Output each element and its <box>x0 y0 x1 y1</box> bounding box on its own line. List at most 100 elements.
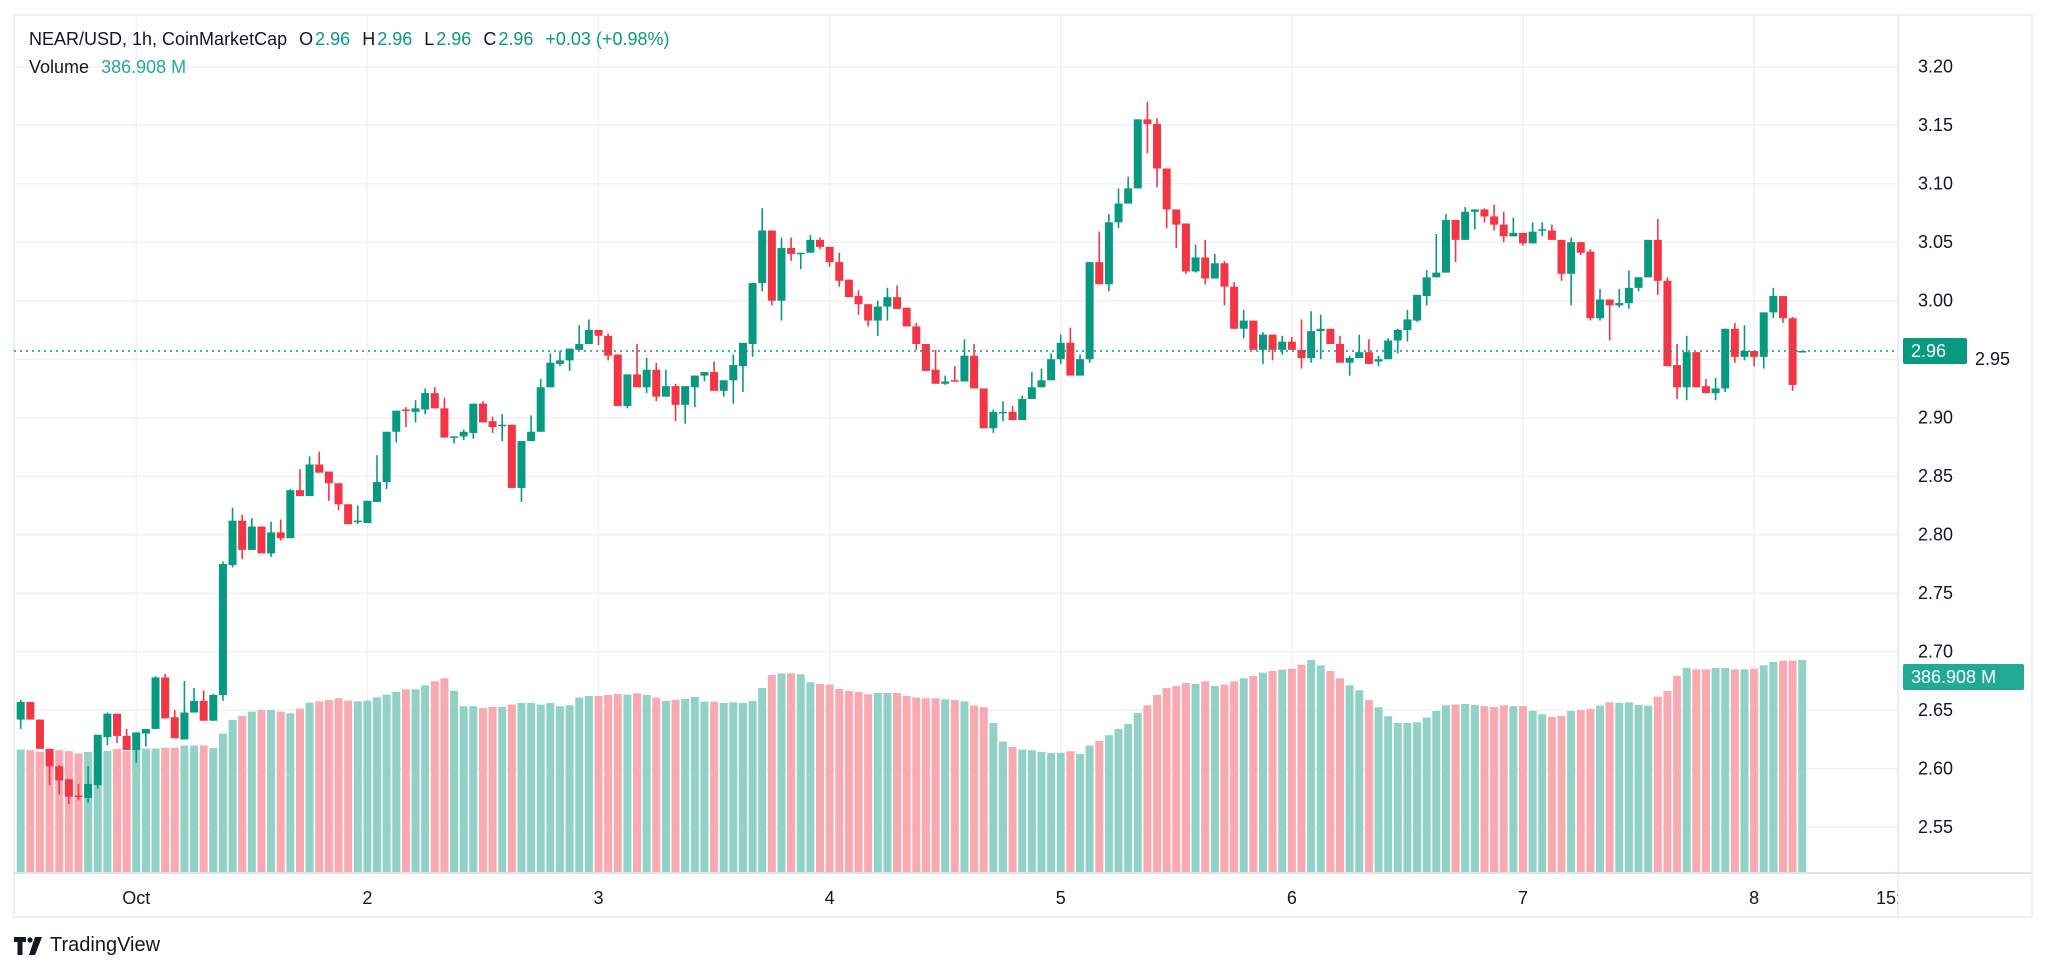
candle[interactable] <box>459 429 468 440</box>
candle[interactable] <box>1278 335 1287 355</box>
candle[interactable] <box>401 407 410 428</box>
candle[interactable] <box>1730 322 1739 363</box>
candle[interactable] <box>1673 343 1682 399</box>
candle[interactable] <box>1528 222 1537 244</box>
candle[interactable] <box>546 353 555 388</box>
candle[interactable] <box>950 366 959 382</box>
candle[interactable] <box>1172 209 1181 249</box>
candle[interactable] <box>1480 208 1489 223</box>
candle[interactable] <box>1509 217 1518 237</box>
candle[interactable] <box>1364 339 1373 364</box>
candle[interactable] <box>478 401 487 423</box>
candle[interactable] <box>1422 270 1431 306</box>
candle[interactable] <box>652 362 661 402</box>
candle[interactable] <box>16 699 25 729</box>
candle[interactable] <box>286 489 295 539</box>
candle[interactable] <box>912 322 921 350</box>
candle[interactable] <box>1143 101 1152 154</box>
candle[interactable] <box>1538 222 1547 237</box>
candle[interactable] <box>64 779 73 804</box>
candle[interactable] <box>1615 289 1624 308</box>
candle[interactable] <box>1576 242 1585 256</box>
candle[interactable] <box>1644 239 1653 278</box>
candle[interactable] <box>1490 204 1499 231</box>
candle[interactable] <box>35 719 44 749</box>
candle[interactable] <box>382 431 391 490</box>
candle[interactable] <box>218 561 227 701</box>
candle[interactable] <box>45 748 54 786</box>
candle[interactable] <box>1374 355 1383 367</box>
candle[interactable] <box>1345 355 1354 376</box>
candle[interactable] <box>209 693 218 721</box>
candle[interactable] <box>1220 260 1229 306</box>
candle[interactable] <box>1441 214 1450 273</box>
candle[interactable] <box>787 237 796 261</box>
candle[interactable] <box>1239 310 1248 339</box>
candle[interactable] <box>324 471 333 501</box>
candle[interactable] <box>305 456 314 497</box>
candle[interactable] <box>1653 218 1662 295</box>
candle[interactable] <box>1027 372 1036 399</box>
candle[interactable] <box>55 765 64 795</box>
candle[interactable] <box>1287 336 1296 350</box>
candle[interactable] <box>835 252 844 287</box>
candle[interactable] <box>1076 354 1084 376</box>
candle[interactable] <box>681 386 690 424</box>
candle[interactable] <box>247 518 256 550</box>
candle[interactable] <box>26 702 35 720</box>
candle[interactable] <box>1316 314 1325 360</box>
candle[interactable] <box>700 372 709 382</box>
candle[interactable] <box>488 416 497 433</box>
candle[interactable] <box>671 383 680 422</box>
candle[interactable] <box>1249 320 1258 350</box>
candle[interactable] <box>1124 176 1133 204</box>
candle[interactable] <box>267 521 276 557</box>
candle[interactable] <box>1104 214 1113 292</box>
candle[interactable] <box>844 279 853 298</box>
candle[interactable] <box>767 230 776 306</box>
candle[interactable] <box>796 252 805 270</box>
candle[interactable] <box>902 307 911 327</box>
candle[interactable] <box>151 676 160 729</box>
candle[interactable] <box>1769 287 1778 319</box>
candle[interactable] <box>527 415 536 442</box>
candle[interactable] <box>584 319 593 344</box>
candle[interactable] <box>1268 334 1277 361</box>
candle[interactable] <box>132 732 141 763</box>
candle[interactable] <box>864 304 873 327</box>
candle[interactable] <box>1605 299 1614 341</box>
candle[interactable] <box>199 690 208 721</box>
candle[interactable] <box>719 380 728 397</box>
candle[interactable] <box>815 237 824 250</box>
candle[interactable] <box>1181 223 1190 274</box>
candle[interactable] <box>113 713 121 743</box>
candle[interactable] <box>276 519 285 541</box>
candle[interactable] <box>565 348 574 371</box>
candle[interactable] <box>1133 119 1142 189</box>
candle[interactable] <box>1210 253 1219 279</box>
candle[interactable] <box>806 235 815 253</box>
candle[interactable] <box>1701 379 1710 394</box>
candle[interactable] <box>623 374 632 409</box>
candle[interactable] <box>555 351 564 367</box>
candle[interactable] <box>1355 334 1364 359</box>
candle[interactable] <box>93 734 102 789</box>
candle[interactable] <box>1778 296 1787 323</box>
candle[interactable] <box>344 504 353 525</box>
candle[interactable] <box>315 451 324 473</box>
candle[interactable] <box>1201 239 1210 285</box>
candle[interactable] <box>1230 281 1239 329</box>
candle[interactable] <box>334 483 343 511</box>
candle[interactable] <box>1413 294 1422 322</box>
candle[interactable] <box>74 783 83 801</box>
candle[interactable] <box>1682 335 1691 401</box>
candle[interactable] <box>228 507 237 568</box>
candle[interactable] <box>1258 332 1267 364</box>
candle[interactable] <box>1018 395 1027 421</box>
candle[interactable] <box>1191 244 1200 273</box>
candle[interactable] <box>1518 232 1527 246</box>
candle[interactable] <box>1047 353 1056 381</box>
candle[interactable] <box>1567 237 1576 306</box>
time-axis[interactable]: Oct 2 3 4 5 6 7 8 15:00 <box>122 888 1921 908</box>
candle[interactable] <box>1750 351 1759 367</box>
